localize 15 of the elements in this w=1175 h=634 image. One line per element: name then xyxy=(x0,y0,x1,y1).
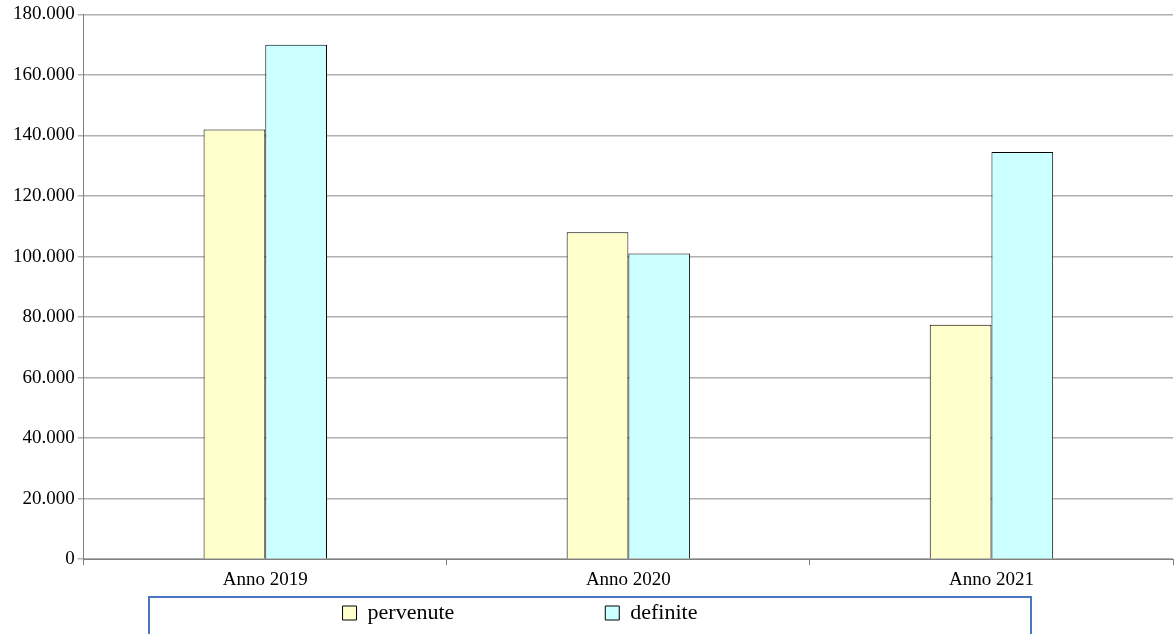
legend-label: pervenute xyxy=(367,598,598,624)
x-tick-label: Anno 2021 xyxy=(948,567,1034,589)
x-tick-label: Anno 2019 xyxy=(222,567,308,589)
y-tick-label: 80.000 xyxy=(22,305,75,327)
legend-label: definite xyxy=(630,598,841,624)
y-tick-label: 100.000 xyxy=(13,244,75,266)
y-tick-label: 60.000 xyxy=(22,365,75,387)
y-tick-label: 20.000 xyxy=(22,486,75,508)
y-tick-label: 120.000 xyxy=(13,183,75,205)
y-tick-label: 180.000 xyxy=(13,2,75,24)
y-tick-label: 0 xyxy=(65,547,75,569)
y-tick-label: 160.000 xyxy=(13,62,75,84)
y-tick-label: 40.000 xyxy=(22,426,75,448)
x-tick-label: Anno 2020 xyxy=(585,567,671,589)
y-tick-label: 140.000 xyxy=(13,123,75,145)
